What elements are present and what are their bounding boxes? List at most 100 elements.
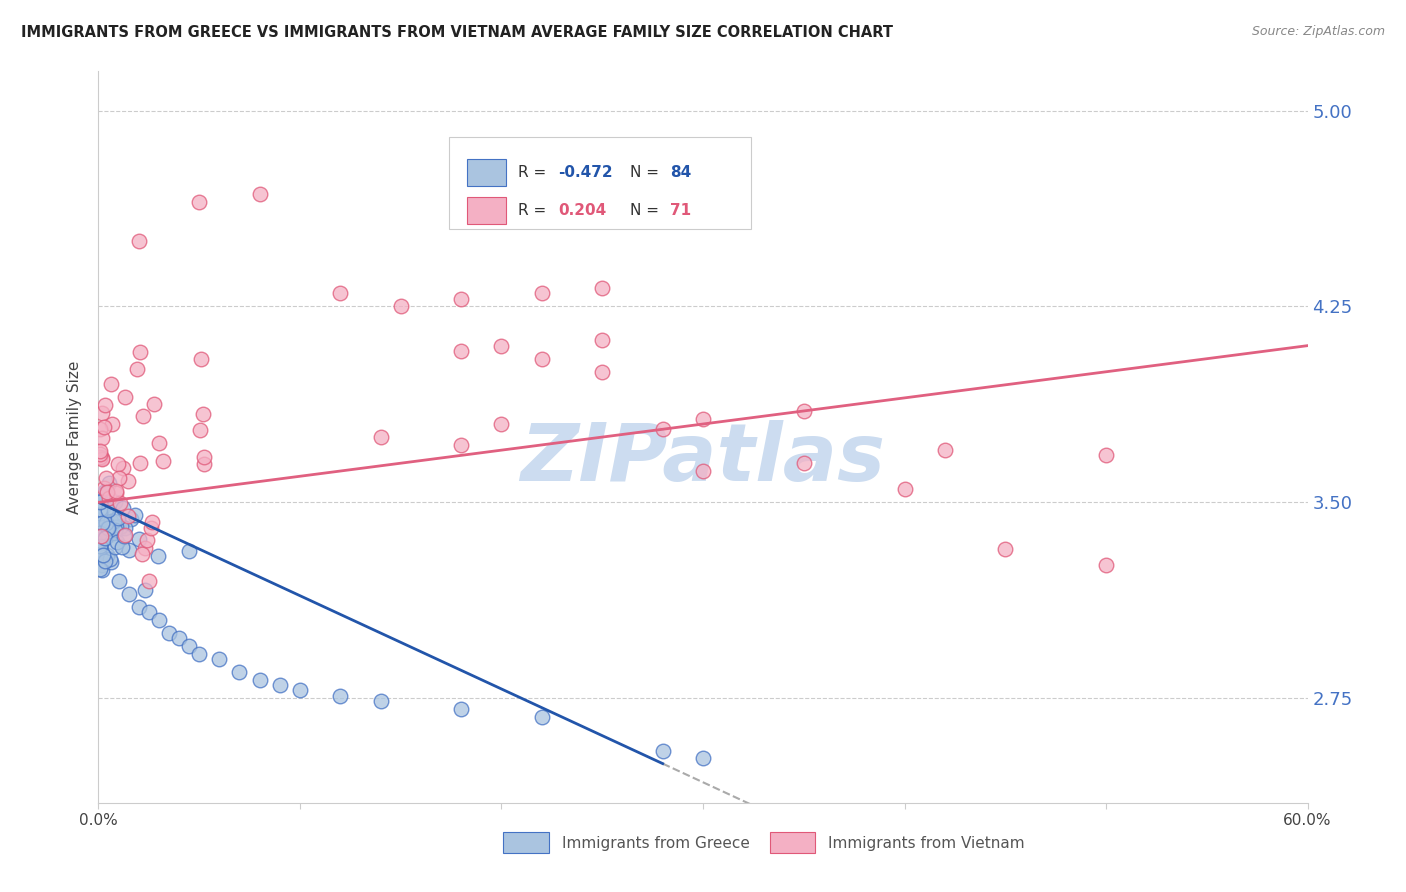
Point xyxy=(93,519,115,533)
Point xyxy=(179,544,201,558)
Point xyxy=(111,461,134,475)
Point xyxy=(97,475,120,490)
Point xyxy=(94,553,117,567)
Point xyxy=(591,334,613,348)
Point xyxy=(105,535,128,549)
Point xyxy=(98,527,121,541)
Point xyxy=(491,339,513,353)
Point xyxy=(89,549,111,563)
Point xyxy=(91,558,114,572)
Point xyxy=(135,533,157,547)
Point xyxy=(96,521,118,535)
Point xyxy=(93,398,115,412)
Point xyxy=(152,454,174,468)
Point xyxy=(651,743,673,757)
Point xyxy=(138,574,160,588)
Point xyxy=(146,549,169,563)
Point xyxy=(100,377,122,392)
Point xyxy=(157,626,180,640)
Point xyxy=(179,639,201,653)
Point xyxy=(97,503,120,517)
Point xyxy=(117,508,139,523)
Point xyxy=(128,345,150,359)
Point xyxy=(530,709,553,723)
Point xyxy=(134,583,156,598)
Point xyxy=(101,417,124,431)
Text: IMMIGRANTS FROM GREECE VS IMMIGRANTS FROM VIETNAM AVERAGE FAMILY SIZE CORRELATIO: IMMIGRANTS FROM GREECE VS IMMIGRANTS FRO… xyxy=(21,25,893,40)
Point xyxy=(90,516,112,531)
Point xyxy=(148,436,170,450)
Point xyxy=(188,194,211,209)
Point xyxy=(288,683,311,698)
Point xyxy=(450,292,472,306)
Point xyxy=(692,751,714,765)
Point xyxy=(128,532,150,546)
Point xyxy=(94,502,117,516)
Point xyxy=(692,412,714,426)
Point xyxy=(93,549,115,563)
Point xyxy=(117,475,139,489)
Point xyxy=(1095,558,1118,573)
Point xyxy=(188,424,211,438)
Bar xyxy=(467,196,506,224)
Point xyxy=(107,457,129,471)
Point xyxy=(114,528,136,542)
Point xyxy=(89,531,111,545)
Point xyxy=(793,456,815,470)
Point xyxy=(89,447,111,461)
Bar xyxy=(503,832,550,853)
Point xyxy=(89,502,111,516)
Point xyxy=(93,420,115,434)
Point xyxy=(112,529,135,543)
Point xyxy=(108,471,131,485)
Point xyxy=(89,443,111,458)
Point xyxy=(329,286,352,301)
Point xyxy=(114,521,136,535)
Point xyxy=(134,541,156,555)
Point xyxy=(100,555,122,569)
Text: Immigrants from Greece: Immigrants from Greece xyxy=(561,836,749,851)
Point xyxy=(141,516,163,530)
Point xyxy=(107,574,129,588)
Point xyxy=(191,407,214,421)
Point xyxy=(228,665,250,680)
Point xyxy=(111,540,134,554)
Point xyxy=(591,281,613,295)
Point xyxy=(249,673,271,687)
Point xyxy=(104,483,127,498)
Point xyxy=(138,605,160,619)
Point xyxy=(142,397,165,411)
Point xyxy=(91,431,114,445)
Point xyxy=(93,487,115,501)
Point xyxy=(131,547,153,561)
Point xyxy=(96,486,118,500)
Bar xyxy=(467,159,506,186)
Point xyxy=(108,496,131,510)
Point xyxy=(89,450,111,465)
Point xyxy=(89,515,111,529)
Point xyxy=(167,632,190,646)
Point xyxy=(90,534,112,549)
Point xyxy=(89,539,111,553)
Point xyxy=(90,532,112,546)
Point xyxy=(89,525,111,540)
Point xyxy=(128,456,150,470)
Point xyxy=(491,417,513,431)
Point xyxy=(188,647,211,661)
Point xyxy=(100,522,122,536)
Text: R =: R = xyxy=(517,202,555,218)
Point xyxy=(93,555,115,569)
FancyBboxPatch shape xyxy=(449,137,751,228)
Point xyxy=(98,552,121,566)
Point xyxy=(96,516,118,531)
Text: ZIPatlas: ZIPatlas xyxy=(520,420,886,498)
Point xyxy=(94,491,117,505)
Point xyxy=(91,500,114,514)
Point xyxy=(104,523,127,537)
Point xyxy=(530,286,553,301)
Point xyxy=(249,187,271,202)
Point xyxy=(89,495,111,509)
Point xyxy=(128,234,150,248)
Point xyxy=(89,542,111,557)
Point xyxy=(110,519,132,533)
